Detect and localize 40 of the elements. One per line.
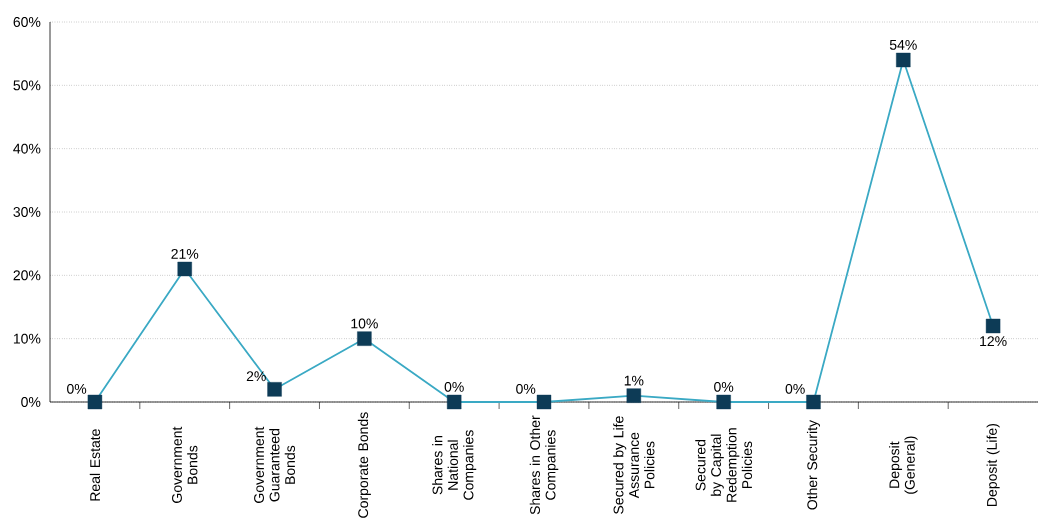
point bbox=[87, 394, 103, 410]
text: 21% bbox=[171, 248, 199, 259]
x-tick-label: Shares in Other Companies bbox=[529, 415, 559, 515]
text: 0% bbox=[785, 383, 805, 394]
point bbox=[896, 52, 911, 68]
y-tick-label: 0% bbox=[21, 397, 41, 407]
text: 10% bbox=[351, 318, 378, 329]
y-tick-label: 40% bbox=[13, 143, 41, 154]
y-tick-label: 50% bbox=[13, 80, 41, 91]
x-tick-label: Real Estate bbox=[89, 429, 101, 501]
x-tick-label: Government Guaranteed Bonds bbox=[254, 426, 296, 503]
point bbox=[267, 382, 282, 397]
x-tick-label: Secured by Capital Redemption Policies bbox=[695, 428, 753, 502]
text: 1% bbox=[624, 375, 644, 386]
point bbox=[357, 331, 372, 346]
x-tick-label: Deposit (General) bbox=[889, 436, 918, 494]
point bbox=[716, 394, 731, 410]
x-tick-label: Government Bonds bbox=[172, 426, 198, 503]
x-tick-label: Corporate Bonds bbox=[357, 412, 371, 518]
point bbox=[177, 261, 192, 277]
text: 0% bbox=[714, 381, 734, 392]
text: 54% bbox=[889, 39, 917, 50]
y-tick-label: 30% bbox=[13, 207, 41, 217]
point bbox=[985, 318, 1001, 334]
x-tick-label: Deposit (Life) bbox=[986, 423, 1000, 506]
x-tick-label: Other Security bbox=[806, 420, 820, 510]
y-tick-label: 20% bbox=[13, 270, 41, 281]
point bbox=[806, 394, 821, 410]
y-tick-label: 60% bbox=[13, 17, 41, 27]
y-tick-label: 10% bbox=[13, 333, 41, 344]
text: 0% bbox=[67, 383, 87, 394]
x-tick-label: Secured by Life Assurance Policies bbox=[613, 416, 655, 514]
point bbox=[446, 394, 462, 410]
point bbox=[626, 388, 642, 403]
text: 0% bbox=[516, 383, 536, 394]
text: 0% bbox=[444, 381, 464, 392]
text: 2% bbox=[246, 371, 266, 382]
point bbox=[536, 394, 552, 410]
x-tick-label: Shares in National Companies bbox=[432, 430, 477, 500]
text: 12% bbox=[980, 336, 1007, 347]
